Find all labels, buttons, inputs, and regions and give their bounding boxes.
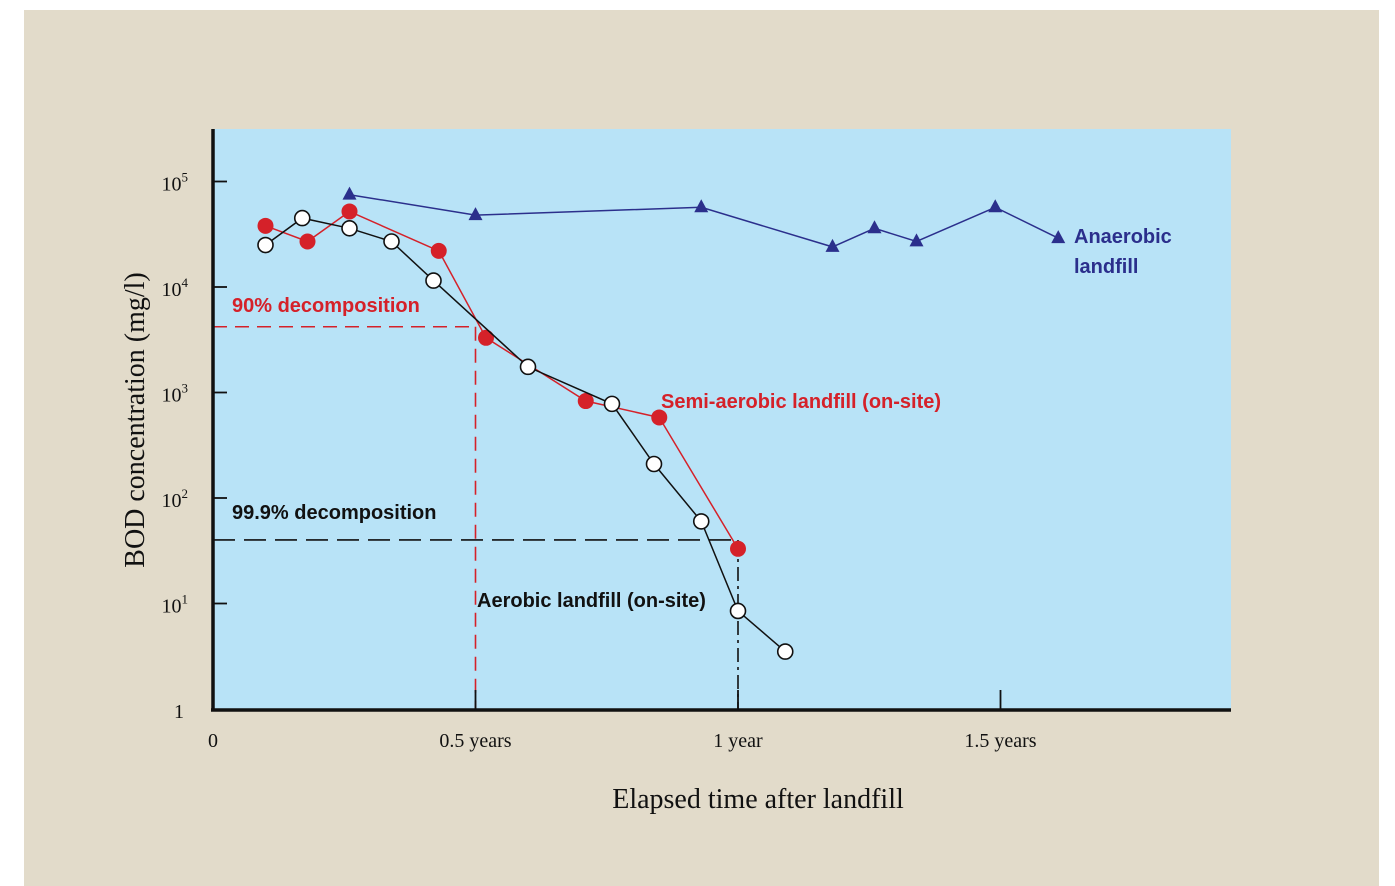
aerobic-landfill-on-site-point xyxy=(729,602,747,620)
plot-area xyxy=(213,129,1231,709)
y-axis-title: BOD concentration (mg/l) xyxy=(120,272,151,567)
bod-chart: 0 0.5 years 1 year 1.5 years 1 101 102 103 104 10… xyxy=(120,129,1231,815)
reference-lines xyxy=(213,325,739,709)
aerobic-landfill-on-site-point xyxy=(425,272,442,289)
anaerobic-landfill-line xyxy=(349,193,1059,248)
anaerobic-landfill-point xyxy=(468,207,483,221)
semi-aerobic-landfill-on-site-point xyxy=(651,409,668,426)
x-tick-label: 0.5 years xyxy=(439,730,511,752)
y-tick-label: 1 xyxy=(174,701,184,723)
label-anaerobic-line2: landfill xyxy=(1074,256,1138,278)
semi-aerobic-landfill-on-site-point xyxy=(257,217,274,234)
semi-aerobic-landfill-on-site-point xyxy=(430,242,447,259)
semi-aerobic-landfill-on-site-point xyxy=(730,540,746,557)
semi-aerobic-landfill-on-site-point xyxy=(341,203,358,220)
y-tick-label: 104 xyxy=(162,275,189,301)
semi-aerobic-landfill-on-site-point xyxy=(577,393,594,410)
semi-aerobic-landfill-on-site-point xyxy=(299,233,316,250)
x-tick-label: 1 year xyxy=(713,730,763,752)
label-aerobic: Aerobic landfill (on-site) xyxy=(477,590,706,612)
label-semi-aerobic: Semi-aerobic landfill (on-site) xyxy=(661,391,941,413)
y-tick-label: 101 xyxy=(162,592,189,618)
label-99-9-decomposition: 99.9% decomposition xyxy=(232,502,437,524)
aerobic-landfill-on-site-point xyxy=(519,358,537,376)
aerobic-landfill-on-site-point xyxy=(383,233,400,250)
aerobic-landfill-on-site-point xyxy=(692,513,710,530)
anaerobic-landfill-point xyxy=(867,220,882,234)
aerobic-landfill-on-site-point xyxy=(341,220,358,237)
aerobic-landfill-on-site-point xyxy=(603,395,621,413)
aerobic-landfill-on-site-point xyxy=(293,209,311,227)
anaerobic-landfill-point xyxy=(909,233,924,247)
aerobic-landfill-on-site-point xyxy=(645,455,663,473)
semi-aerobic-landfill-on-site-line xyxy=(265,210,739,550)
y-tick-label: 105 xyxy=(162,170,189,196)
label-anaerobic-line1: Anaerobic xyxy=(1074,226,1172,248)
axes xyxy=(211,129,1231,712)
y-tick-label: 103 xyxy=(162,381,189,407)
x-axis-title: Elapsed time after landfill xyxy=(612,784,904,815)
aerobic-landfill-on-site-point xyxy=(257,236,274,254)
anaerobic-landfill-point xyxy=(694,199,709,213)
x-tick-label: 0 xyxy=(208,730,218,752)
anaerobic-landfill-point xyxy=(342,186,357,200)
y-tick-label: 102 xyxy=(162,486,189,512)
figure-panel: 0 0.5 years 1 year 1.5 years 1 101 102 103 104 10… xyxy=(24,10,1379,886)
label-90-decomposition: 90% decomposition xyxy=(232,295,420,317)
series-layer xyxy=(257,186,1066,660)
anaerobic-landfill-point xyxy=(825,238,840,252)
semi-aerobic-landfill-on-site-point xyxy=(478,329,494,346)
x-tick-label: 1.5 years xyxy=(964,730,1036,752)
ticks: 0 0.5 years 1 year 1.5 years 1 101 102 103 104 10… xyxy=(162,170,1037,753)
anaerobic-landfill-point xyxy=(988,199,1003,213)
aerobic-landfill-on-site-point xyxy=(776,643,794,660)
anaerobic-landfill-point xyxy=(1051,230,1066,244)
